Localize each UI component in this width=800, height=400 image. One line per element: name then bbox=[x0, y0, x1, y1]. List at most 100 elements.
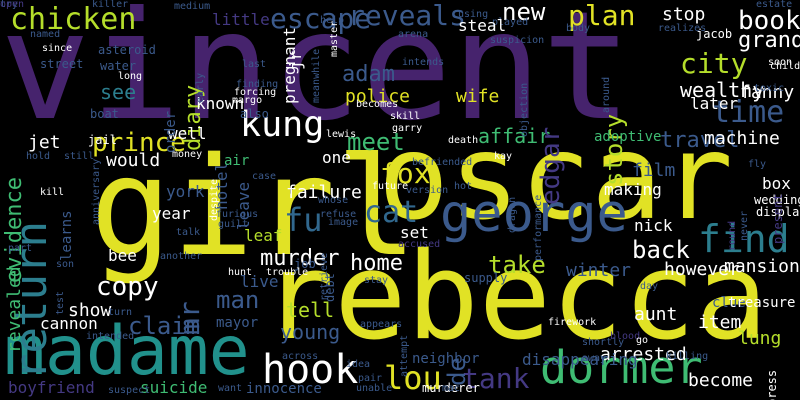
word-fly: fly bbox=[748, 159, 767, 170]
word-finding: finding bbox=[236, 79, 279, 90]
word-round: round bbox=[727, 220, 738, 251]
word-performance: performance bbox=[533, 194, 544, 261]
word-tank: tank bbox=[462, 362, 530, 395]
word-film: film bbox=[632, 160, 676, 181]
word-shortly: shortly bbox=[582, 337, 625, 348]
word-soon: soon bbox=[768, 57, 793, 68]
word-street: street bbox=[40, 57, 84, 71]
word-madame: madame bbox=[4, 312, 250, 391]
word-anniversary: anniversary bbox=[91, 158, 102, 225]
word-making: making bbox=[604, 180, 662, 199]
word-disappearing: disappearing bbox=[522, 350, 638, 369]
word-meanwhile: meanwhile bbox=[311, 48, 322, 103]
word-home: home bbox=[350, 251, 403, 276]
word-present: present bbox=[771, 193, 785, 244]
word-boat: boat bbox=[90, 107, 119, 121]
word-find: find bbox=[698, 217, 790, 261]
word-wife: wife bbox=[456, 86, 500, 107]
word-kung: kung bbox=[240, 105, 325, 145]
word-arrested: arrested bbox=[600, 344, 687, 365]
word-trouble: trouble bbox=[266, 267, 309, 278]
word-befriended: befriended bbox=[412, 157, 473, 168]
word-away: away bbox=[582, 353, 607, 364]
word-would: would bbox=[106, 150, 161, 171]
word-police: police bbox=[345, 86, 411, 107]
word-girl: girl bbox=[90, 129, 418, 287]
word-money: money bbox=[172, 149, 203, 160]
word-see: see bbox=[100, 80, 137, 104]
word-also: also bbox=[240, 107, 269, 121]
word-tell: tell bbox=[286, 298, 335, 322]
word-master: master bbox=[329, 20, 340, 57]
word-mayor: mayor bbox=[216, 315, 259, 331]
word-medium: medium bbox=[174, 1, 211, 12]
word-asteroid: asteroid bbox=[98, 43, 156, 57]
word-guilt: guilt bbox=[218, 219, 249, 230]
word-talk: talk bbox=[176, 227, 201, 238]
word-adoptive: adoptive bbox=[594, 129, 662, 145]
word-take: take bbox=[488, 251, 546, 279]
word-grand: grand bbox=[738, 28, 800, 53]
word-copy: copy bbox=[96, 272, 159, 302]
word-story: story bbox=[600, 113, 628, 186]
word-adam: adam bbox=[342, 62, 395, 87]
word-jet: jet bbox=[28, 132, 61, 153]
word-unable: unable bbox=[356, 383, 393, 394]
word-escape: escape bbox=[270, 2, 372, 35]
word-clue: clue bbox=[712, 295, 746, 311]
word-job: job bbox=[294, 257, 316, 271]
word-new: new bbox=[502, 0, 546, 26]
word-death: death bbox=[448, 135, 479, 146]
word-estate: estate bbox=[756, 0, 793, 10]
word-dormer: dormer bbox=[540, 341, 703, 394]
word-open: open bbox=[0, 0, 25, 10]
word-well: well bbox=[168, 124, 207, 143]
word-kay: kay bbox=[494, 151, 513, 162]
word-leaf: leaf bbox=[244, 226, 283, 245]
word-arena: arena bbox=[398, 29, 429, 40]
word-garry: garry bbox=[392, 123, 423, 134]
word-becomes: becomes bbox=[356, 99, 399, 110]
word-neighbor: neighbor bbox=[412, 351, 480, 367]
word-oscar: oscar bbox=[378, 108, 734, 246]
word-live: live bbox=[240, 272, 279, 291]
word-body: body bbox=[566, 23, 591, 34]
word-time: time bbox=[712, 95, 785, 130]
word-accused: accused bbox=[398, 239, 441, 250]
word-rebecca: rebecca bbox=[262, 228, 768, 367]
word-hold: hold bbox=[26, 151, 51, 162]
word-one: one bbox=[322, 148, 351, 167]
word-jr: jr bbox=[286, 50, 305, 70]
word-steal: steal bbox=[458, 16, 507, 35]
word-affair: affair bbox=[478, 124, 551, 148]
word-still: still bbox=[64, 151, 95, 162]
word-margo: margo bbox=[232, 95, 263, 106]
word-case: case bbox=[252, 171, 277, 182]
word-mr: mr bbox=[173, 301, 206, 335]
word-murderer: murderer bbox=[422, 381, 480, 395]
word-named: named bbox=[30, 29, 61, 40]
word-firework: firework bbox=[548, 317, 597, 328]
word-murder: murder bbox=[260, 246, 340, 271]
word-little: little bbox=[212, 10, 270, 29]
word-hot: hot bbox=[454, 181, 473, 192]
word-lou: lou bbox=[384, 359, 442, 397]
word-machine: machine bbox=[704, 128, 780, 149]
word-furious: furious bbox=[216, 209, 259, 220]
word-using: using bbox=[458, 9, 489, 20]
word-fu: fu bbox=[284, 201, 323, 239]
word-learns: learns bbox=[59, 210, 75, 261]
word-meet: meet bbox=[347, 128, 405, 156]
word-failure: failure bbox=[286, 182, 362, 203]
word-never: never bbox=[739, 210, 750, 241]
word-show: show bbox=[68, 300, 112, 321]
word-toxic: toxic bbox=[754, 83, 785, 94]
word-across: across bbox=[282, 351, 319, 362]
word-lung: lung bbox=[738, 328, 782, 349]
word-treasure: treasure bbox=[728, 295, 796, 311]
word-item: item bbox=[698, 312, 742, 333]
word-lewis: lewis bbox=[326, 129, 357, 140]
word-vincent: vincent bbox=[0, 0, 633, 154]
word-display: display bbox=[756, 205, 800, 219]
